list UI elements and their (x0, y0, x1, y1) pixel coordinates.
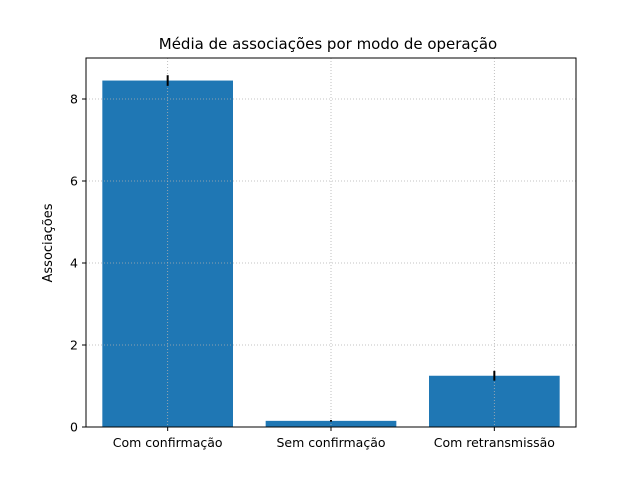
bar-2 (265, 420, 397, 427)
tick-labels: 0 2 4 6 8 Com confirmação Sem confirmação Com r… (70, 92, 555, 451)
axes (82, 57, 577, 431)
y-tick-label-8: 8 (70, 92, 78, 107)
x-tick-label-2: Sem confirmação (276, 435, 385, 450)
x-tick-label-3: Com retransmissão (434, 435, 555, 450)
y-tick-label-0: 0 (70, 420, 78, 435)
error-bars (166, 75, 496, 422)
y-tick-label-6: 6 (70, 174, 78, 189)
chart-title: Média de associações por modo de operaçã… (159, 35, 498, 53)
y-axis-label: Associações (41, 203, 56, 282)
bar-3 (429, 375, 560, 427)
x-tick-label-1: Com confirmação (113, 435, 223, 450)
y-tick-label-4: 4 (70, 256, 78, 271)
y-tick-label-2: 2 (70, 338, 78, 353)
